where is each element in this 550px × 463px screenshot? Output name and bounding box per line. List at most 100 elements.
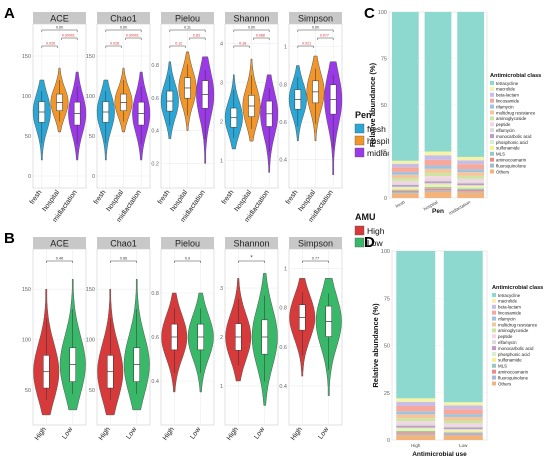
legend-swatch-hospital xyxy=(354,135,365,146)
bar-segment-beta-lactam xyxy=(443,405,483,410)
bar-segment-MLS xyxy=(391,189,419,191)
facet-strip xyxy=(289,12,342,24)
legend-swatch xyxy=(492,357,496,362)
sig-bracket xyxy=(233,29,270,32)
bar-segment-peptide xyxy=(391,180,419,184)
bar-segment-sulfonamide xyxy=(443,430,483,433)
bar-segment-tetracycline xyxy=(391,12,419,161)
bar-segment-phosphonic-acid xyxy=(396,427,436,430)
bar-segment-peptide xyxy=(457,178,485,182)
p-value: 0.66 xyxy=(120,257,127,261)
y-tick-label: 2 xyxy=(220,335,223,341)
p-value: 0.088 xyxy=(256,34,265,38)
legend-swatch xyxy=(492,334,496,339)
legend-swatch xyxy=(490,134,494,139)
y-tick-label: 50 xyxy=(89,388,95,394)
x-tick-label: Low xyxy=(61,425,75,440)
facet-strip xyxy=(225,12,278,24)
bar-segment-MLS xyxy=(443,432,483,434)
legend-swatch xyxy=(492,340,496,345)
y-tick-label: 50 xyxy=(25,134,31,140)
legend-swatch xyxy=(492,346,496,351)
legend-label: beta-lactam xyxy=(496,93,519,98)
p-value: * xyxy=(250,256,253,262)
legend-D: Antimicrobial class tetracyclinemacrolide… xyxy=(492,285,543,386)
p-value: 0.12 xyxy=(175,42,182,46)
y-tick-label: 75 xyxy=(381,57,387,63)
x-tick-label: Low xyxy=(253,425,267,440)
panel-D-stacked-bar: 0 25 50 75 100 High Low Antimicrobial use Relati… xyxy=(371,249,488,458)
y-tick-label: 0.2 xyxy=(151,161,159,167)
sig-bracket xyxy=(41,29,78,32)
y-tick-label: 0 xyxy=(28,174,31,180)
bar-segment-lincosamide xyxy=(424,159,452,166)
bar-segment-elfamycin xyxy=(443,425,483,428)
bar-segment-aminocoumarin xyxy=(457,190,485,192)
sig-bracket xyxy=(169,45,186,48)
y-tick-label: 0.8 xyxy=(279,306,287,312)
bar-segment-multidrug-resistance xyxy=(424,168,452,173)
facet-title: ACE xyxy=(50,14,69,24)
panel-letter-D: D xyxy=(364,234,375,251)
y-tick-label: 50 xyxy=(384,344,390,350)
bar-segment-lincosamide xyxy=(396,406,436,412)
y-tick-label: 100 xyxy=(86,338,95,344)
bar-segment-MLS xyxy=(424,187,452,189)
p-value: 0.028 xyxy=(110,42,119,46)
sig-bracket xyxy=(46,260,73,263)
bar-segment-macrolide xyxy=(457,156,485,161)
legend-label: monocarbolic acid xyxy=(496,134,532,139)
x-tick-label: fresh xyxy=(29,189,44,206)
legend-title: Pen xyxy=(355,110,372,120)
x-tick-label: Low xyxy=(459,443,468,448)
facet-strip xyxy=(97,237,150,249)
y-tick-label: 3 xyxy=(220,81,223,87)
legend-label: multidrug resistance xyxy=(496,110,536,115)
legend-label: MLS xyxy=(496,152,505,157)
x-tick-label: fresh xyxy=(157,189,172,206)
bar-segment-beta-lactam xyxy=(396,401,436,407)
bar-segment-tetracycline xyxy=(396,251,436,399)
p-value: 0.00001 xyxy=(126,34,139,38)
legend-label: lincosamide xyxy=(496,99,520,104)
bar-segment-fluoroquinolone xyxy=(391,192,419,194)
sig-bracket xyxy=(297,29,334,32)
legend-swatch xyxy=(492,293,496,297)
p-value: 0.00 xyxy=(56,26,63,30)
bar-segment-Others xyxy=(457,192,485,198)
y-tick-label: 100 xyxy=(22,338,31,344)
y-tick-label: 2 xyxy=(220,120,223,126)
bar-segment-fluoroquinolone xyxy=(396,433,436,435)
legend-swatch-fresh xyxy=(354,123,365,134)
y-tick-label: 150 xyxy=(22,54,31,60)
y-tick-label: 100 xyxy=(86,94,95,100)
y-tick-label: 0.6 xyxy=(279,120,287,126)
bar-segment-multidrug-resistance xyxy=(443,416,483,421)
legend-swatch xyxy=(492,375,496,380)
y-tick-label: 1 xyxy=(284,267,287,273)
sig-bracket xyxy=(253,37,270,40)
bar-segment-macrolide xyxy=(443,402,483,406)
y-tick-label: 100 xyxy=(378,10,387,16)
sig-bracket xyxy=(110,260,137,263)
sig-bracket xyxy=(297,45,314,48)
legend-label: Others xyxy=(498,381,512,386)
panel-B-chao1: Chao1 50 100 150 High Low 0.66 xyxy=(86,237,151,442)
legend-label: Others xyxy=(496,169,510,174)
y-tick-label: 50 xyxy=(381,103,387,109)
panel-B-pielou: Pielou 0.4 0.6 0.8 High Low 0.9 xyxy=(151,237,215,442)
legend-label: hospital xyxy=(367,136,396,146)
sig-bracket xyxy=(189,37,206,40)
p-value: 0.46 xyxy=(56,257,63,261)
bar-segment-aminoglycoside xyxy=(396,418,436,422)
bar-segment-multidrug-resistance xyxy=(391,174,419,179)
bar-segment-Others xyxy=(396,434,436,440)
x-tick-label: midlactation xyxy=(448,199,472,216)
y-tick-label: 25 xyxy=(384,391,390,397)
p-value: 0.00001 xyxy=(62,34,75,38)
panel-A-chao1: Chao1050100150freshhospitalmidlactation0… xyxy=(86,12,151,224)
bar-segment-Others xyxy=(443,435,483,440)
legend-label: rifamycin xyxy=(496,104,514,109)
legend-swatch xyxy=(490,116,494,121)
